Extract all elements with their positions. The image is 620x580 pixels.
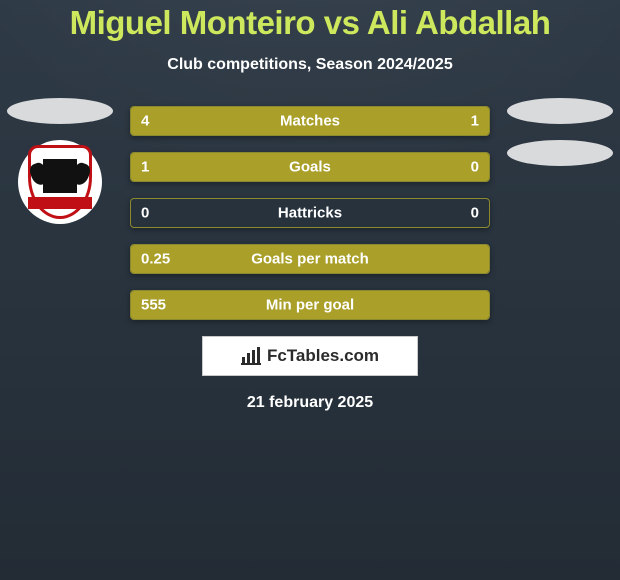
- brand-box[interactable]: FcTables.com: [202, 336, 418, 376]
- stat-label: Goals: [131, 159, 489, 176]
- player-left-chip: [7, 98, 113, 124]
- date-line: 21 february 2025: [0, 394, 620, 412]
- player-right-chip-2: [507, 140, 613, 166]
- stat-label: Hattricks: [131, 205, 489, 222]
- chart-icon: [241, 347, 261, 365]
- compare-area: 41Matches 10Goals 00Hattricks 0.25Goals per…: [0, 106, 620, 412]
- brand-text: FcTables.com: [267, 346, 379, 366]
- stat-row: 10Goals: [130, 152, 490, 182]
- player-left-crest: [18, 140, 102, 224]
- subtitle: Club competitions, Season 2024/2025: [0, 56, 620, 74]
- stat-row: 41Matches: [130, 106, 490, 136]
- stat-label: Matches: [131, 113, 489, 130]
- player-right-column: [500, 98, 620, 182]
- stat-label: Min per goal: [131, 297, 489, 314]
- page-title: Miguel Monteiro vs Ali Abdallah: [0, 4, 620, 42]
- player-right-chip-1: [507, 98, 613, 124]
- stat-row: 555Min per goal: [130, 290, 490, 320]
- player-left-column: [0, 98, 120, 224]
- stat-row: 00Hattricks: [130, 198, 490, 228]
- stat-bars: 41Matches 10Goals 00Hattricks 0.25Goals per…: [130, 106, 490, 320]
- stat-label: Goals per match: [131, 251, 489, 268]
- stat-row: 0.25Goals per match: [130, 244, 490, 274]
